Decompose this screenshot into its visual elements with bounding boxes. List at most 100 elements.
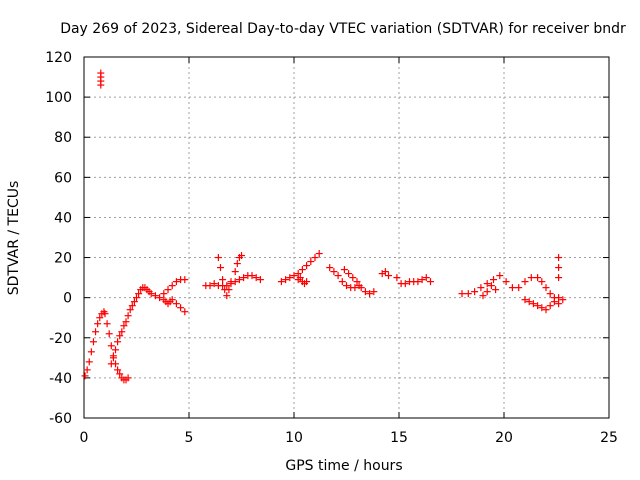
data-point [366,290,374,298]
axis-ticks: 0 5 10 15 20 25 -60 -40 -20 0 20 40 60 80 100 120 [45,50,618,446]
data-point [296,274,304,282]
data-point [538,304,546,312]
data-point [418,276,426,284]
data-point [89,338,97,346]
data-point [490,276,497,284]
y-tick-label: 0 [63,291,72,307]
data-point [502,278,510,286]
data-point [343,282,350,290]
data-point [206,282,214,290]
data-point [81,372,89,380]
data-point [464,290,472,298]
data-point [126,306,134,314]
data-point [534,274,542,282]
data-points [81,69,567,384]
data-point [151,292,159,300]
data-point [298,266,306,274]
data-point [483,288,491,296]
data-point [124,312,132,320]
data-point [555,254,563,262]
y-tick-label: -40 [49,371,72,387]
data-point [334,272,342,280]
data-point [351,284,359,292]
y-tick-label: 80 [54,130,72,146]
data-point [546,290,554,298]
data-point [120,322,128,330]
x-tick-label: 20 [495,430,513,446]
data-point [97,81,105,89]
data-point [235,276,243,284]
data-point [458,290,466,298]
data-point [521,278,529,286]
data-point [114,338,122,346]
data-point [487,282,495,290]
data-point [521,296,529,304]
data-point [542,284,550,292]
chart-title: Day 269 of 2023, Sidereal Day-to-day VTE… [60,21,626,37]
data-point [231,268,239,276]
y-tick-label: 60 [54,170,72,186]
data-point [349,274,357,282]
data-point [109,354,117,362]
data-point [240,274,248,282]
data-point [181,308,189,316]
data-point [559,296,567,304]
data-point [515,284,523,292]
data-point [370,288,378,296]
data-point [101,310,109,318]
data-point [116,332,124,340]
data-point [94,320,102,328]
data-point [96,314,104,322]
data-point [311,254,319,262]
data-point [214,254,222,262]
data-point [223,282,231,290]
y-tick-label: 40 [54,210,72,226]
x-tick-label: 5 [185,430,194,446]
data-point [340,266,348,274]
data-point [546,302,554,310]
data-point [555,300,563,308]
data-point [217,264,224,272]
data-point [361,288,369,296]
plot-frame [83,56,610,419]
data-point [168,282,176,290]
data-point [303,278,311,286]
data-point [538,278,546,286]
data-point [87,348,95,356]
data-point [277,278,285,286]
data-point [223,292,231,300]
grid-lines [84,57,609,418]
data-point [156,294,164,302]
data-point [85,358,93,366]
y-tick-label: 20 [54,251,72,267]
data-point [147,290,155,298]
data-point [172,300,180,308]
data-point [107,342,115,350]
y-tick-label: -20 [49,331,72,347]
data-point [248,272,256,280]
x-tick-label: 10 [285,430,303,446]
data-point [233,260,241,268]
data-point [225,286,233,294]
data-point [135,290,143,298]
data-point [294,270,302,278]
data-point [483,280,491,288]
data-point [477,284,485,292]
data-point [210,280,218,288]
data-point [393,274,401,282]
data-point [177,304,185,312]
data-point [105,330,113,338]
x-tick-label: 15 [390,430,408,446]
data-point [357,284,365,292]
data-point [160,290,168,298]
data-point [181,276,189,284]
data-point [290,272,298,280]
y-tick-label: -60 [49,411,72,427]
data-point [118,328,126,336]
y-tick-label: 120 [45,50,72,66]
data-point [172,278,180,286]
data-point [256,276,264,284]
data-point [122,318,130,326]
x-axis-label: GPS time / hours [285,458,402,474]
x-tick-label: 0 [80,430,89,446]
